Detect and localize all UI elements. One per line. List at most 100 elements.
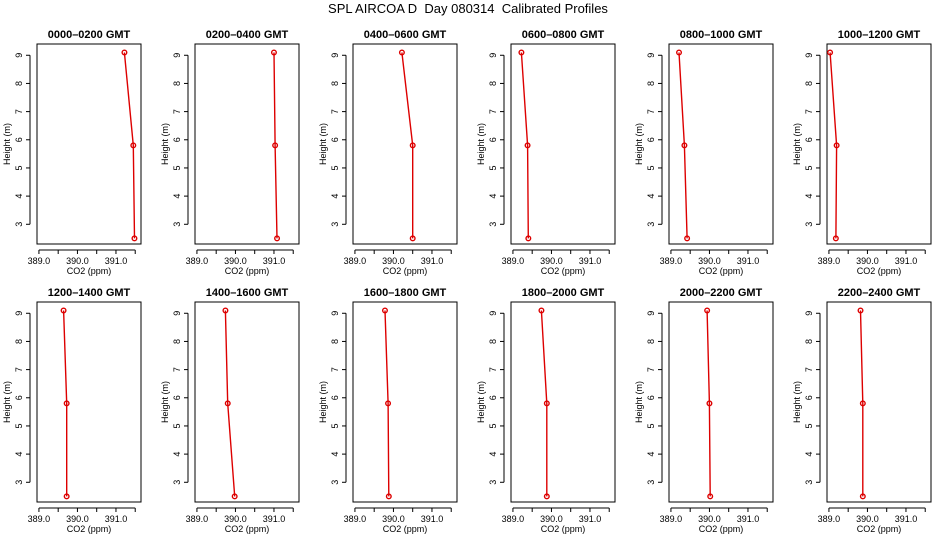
y-tick-label: 7: [330, 109, 340, 114]
y-tick-label: 4: [804, 194, 814, 199]
data-point: [270, 49, 277, 56]
data-point: [385, 400, 392, 407]
data-point: [706, 400, 713, 407]
x-tick-label: 391.0: [579, 256, 602, 266]
x-tick-label: 390.0: [856, 514, 879, 524]
x-tick-label: 389.0: [660, 514, 683, 524]
data-point: [231, 493, 238, 500]
data-point: [857, 307, 864, 314]
y-tick-label: 5: [330, 423, 340, 428]
y-tick-label: 5: [488, 165, 498, 170]
y-tick-label: 6: [646, 395, 656, 400]
y-tick-label: 8: [646, 339, 656, 344]
x-tick-label: 391.0: [421, 514, 444, 524]
y-tick-label: 5: [488, 423, 498, 428]
y-tick-label: 9: [172, 311, 182, 316]
data-point: [381, 307, 388, 314]
y-tick-label: 9: [488, 53, 498, 58]
y-tick-label: 6: [330, 395, 340, 400]
plot-frame: [194, 43, 300, 245]
y-tick-label: 3: [330, 480, 340, 485]
panel-title: 2000–2200 GMT: [680, 287, 763, 299]
x-tick-label: 390.0: [66, 256, 89, 266]
x-tick-label: 391.0: [105, 256, 128, 266]
profile-line: [123, 52, 136, 239]
plot-frame: [510, 301, 616, 503]
x-tick-label: 389.0: [28, 256, 51, 266]
x-axis-label: CO2 (ppm): [383, 266, 428, 276]
y-tick-label: 6: [14, 137, 24, 142]
y-tick-label: 8: [172, 81, 182, 86]
y-axis-label: Height (m): [634, 381, 644, 423]
data-point: [409, 235, 416, 242]
plot-frame: [36, 301, 142, 503]
profile-line: [62, 310, 68, 497]
y-tick-label: 8: [172, 339, 182, 344]
plot-frame: [194, 301, 300, 503]
data-point: [543, 400, 550, 407]
panel-title: 1400–1600 GMT: [206, 287, 289, 299]
y-tick-label: 3: [330, 222, 340, 227]
y-tick-label: 9: [330, 53, 340, 58]
data-point: [272, 142, 279, 149]
y-tick-label: 6: [488, 137, 498, 142]
x-tick-label: 389.0: [186, 514, 209, 524]
y-tick-label: 5: [804, 423, 814, 428]
x-axis-label: CO2 (ppm): [67, 266, 112, 276]
data-point: [409, 142, 416, 149]
y-axis-label: Height (m): [160, 381, 170, 423]
panel-title: 1000–1200 GMT: [838, 29, 921, 41]
y-axis-label: Height (m): [160, 123, 170, 165]
y-tick-label: 3: [646, 222, 656, 227]
y-tick-label: 5: [14, 165, 24, 170]
y-tick-label: 6: [646, 137, 656, 142]
y-tick-label: 4: [14, 194, 24, 199]
plot-frame: [826, 301, 932, 503]
data-point: [222, 307, 229, 314]
data-point: [833, 142, 840, 149]
x-tick-label: 389.0: [28, 514, 51, 524]
x-tick-label: 389.0: [344, 514, 367, 524]
data-point: [859, 400, 866, 407]
data-point: [525, 235, 532, 242]
x-tick-label: 389.0: [502, 514, 525, 524]
x-tick-label: 391.0: [737, 256, 760, 266]
plot-frame: [668, 43, 774, 245]
y-tick-label: 3: [172, 480, 182, 485]
x-tick-label: 389.0: [818, 514, 841, 524]
data-point: [707, 493, 714, 500]
x-tick-label: 391.0: [421, 256, 444, 266]
x-axis-label: CO2 (ppm): [67, 524, 112, 534]
y-tick-label: 4: [172, 194, 182, 199]
y-axis-label: Height (m): [2, 381, 12, 423]
y-axis-label: Height (m): [2, 123, 12, 165]
y-tick-label: 4: [646, 194, 656, 199]
data-point: [684, 235, 691, 242]
y-axis-label: Height (m): [318, 123, 328, 165]
y-tick-label: 6: [172, 137, 182, 142]
x-tick-label: 391.0: [579, 514, 602, 524]
x-tick-label: 391.0: [105, 514, 128, 524]
panel-title: 0000–0200 GMT: [48, 29, 131, 41]
x-axis-label: CO2 (ppm): [383, 524, 428, 534]
data-point: [60, 307, 67, 314]
panel-title: 0600–0800 GMT: [522, 29, 605, 41]
x-axis-label: CO2 (ppm): [541, 266, 586, 276]
y-tick-label: 7: [14, 367, 24, 372]
y-tick-label: 3: [172, 222, 182, 227]
data-point: [832, 235, 839, 242]
x-tick-label: 390.0: [540, 514, 563, 524]
data-point: [63, 400, 70, 407]
y-tick-label: 8: [646, 81, 656, 86]
plot-frame: [510, 43, 616, 245]
y-tick-label: 4: [14, 452, 24, 457]
y-tick-label: 4: [330, 452, 340, 457]
y-axis-label: Height (m): [476, 123, 486, 165]
data-point: [524, 142, 531, 149]
